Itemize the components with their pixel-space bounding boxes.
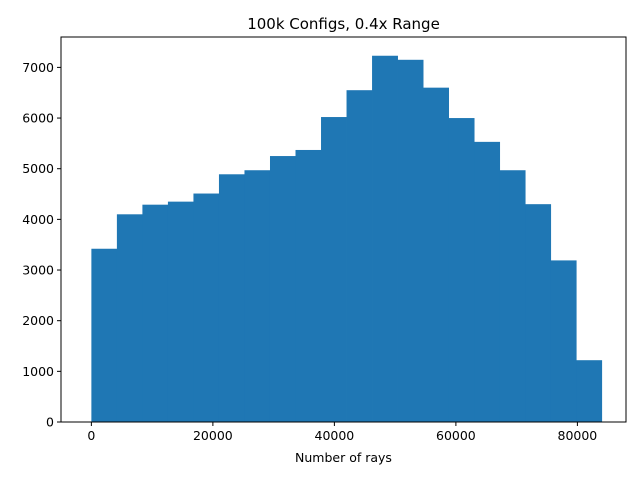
histogram-bar: [372, 55, 398, 423]
y-tick-label: 6000: [22, 111, 54, 126]
y-tick-label: 3000: [22, 263, 54, 278]
y-tick-label: 2000: [22, 313, 54, 328]
histogram-bar: [218, 174, 245, 422]
x-tick-label: 80000: [558, 428, 598, 443]
histogram-bar: [244, 170, 271, 422]
y-tick-label: 5000: [22, 161, 54, 176]
histogram-bar: [116, 214, 143, 422]
histogram-bar: [550, 260, 577, 422]
plot-frame: [60, 36, 627, 423]
x-tick-label: 60000: [436, 428, 476, 443]
x-tick-label: 0: [87, 428, 95, 443]
histogram-bar: [193, 193, 220, 422]
y-tick-label: 4000: [22, 212, 54, 227]
histogram-bar: [295, 149, 322, 422]
histogram-bar: [525, 204, 552, 422]
y-ticks-group: 0 1000 2000 3000 4000 5000 6000 7000: [22, 60, 61, 430]
x-tick-label: 20000: [193, 428, 233, 443]
histogram-bar: [423, 87, 450, 422]
histogram-bar: [321, 117, 347, 422]
x-ticks-group: 0 20000 40000 60000 80000: [87, 422, 597, 443]
chart-title: 100k Configs, 0.4x Range: [247, 15, 440, 33]
y-tick-label: 1000: [22, 364, 54, 379]
histogram-bar: [269, 156, 296, 422]
histogram-bar: [142, 204, 169, 422]
y-tick-label: 7000: [22, 60, 54, 75]
histogram-bar: [576, 360, 603, 422]
x-axis-label: Number of rays: [295, 450, 392, 465]
histogram-bar: [346, 90, 373, 422]
histogram-bar: [499, 170, 526, 422]
histogram-bar: [474, 141, 501, 422]
histogram-bar: [91, 248, 118, 422]
histogram-bar: [167, 201, 194, 422]
x-tick-label: 40000: [315, 428, 355, 443]
y-tick-label: 0: [46, 415, 54, 430]
histogram-bar: [448, 118, 475, 422]
histogram-bar: [397, 59, 424, 422]
bars-group: [91, 55, 603, 423]
